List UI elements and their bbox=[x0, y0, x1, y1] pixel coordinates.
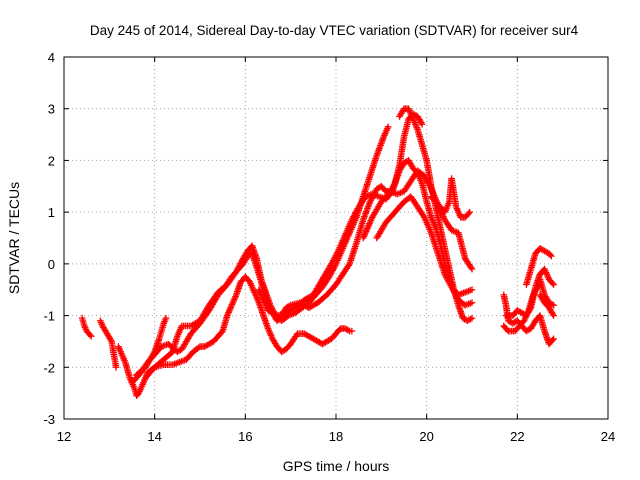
series-arc-15 bbox=[523, 245, 555, 288]
y-tick-label: 1 bbox=[48, 205, 55, 220]
y-axis-label: SDTVAR / TECUs bbox=[6, 182, 22, 294]
series-arc-5 bbox=[128, 157, 476, 387]
data-point bbox=[86, 331, 94, 339]
data-point bbox=[466, 208, 474, 216]
x-tick-label: 12 bbox=[57, 429, 71, 444]
axis-ticks bbox=[63, 56, 609, 420]
y-tick-label: -3 bbox=[43, 412, 55, 427]
data-point bbox=[550, 312, 557, 319]
series-arc-14 bbox=[500, 276, 557, 335]
data-point bbox=[549, 279, 556, 287]
data-point bbox=[384, 123, 392, 131]
x-tick-label: 16 bbox=[238, 429, 252, 444]
x-tick-label: 14 bbox=[147, 429, 161, 444]
x-tick-label: 20 bbox=[419, 429, 433, 444]
y-tick-label: 3 bbox=[48, 102, 55, 117]
y-tick-label: -2 bbox=[43, 360, 55, 375]
data-point bbox=[467, 315, 474, 323]
y-tick-label: 2 bbox=[48, 153, 55, 168]
data-point bbox=[195, 344, 202, 351]
data-point bbox=[549, 336, 556, 344]
data-point bbox=[467, 264, 475, 271]
data-point bbox=[162, 314, 170, 322]
data-point bbox=[550, 301, 557, 309]
series-arc-16 bbox=[536, 291, 557, 319]
data-point bbox=[468, 265, 476, 273]
series-arc-2 bbox=[96, 317, 120, 371]
data-point bbox=[550, 335, 557, 343]
chart-title: Day 245 of 2014, Sidereal Day-to-day VTE… bbox=[90, 23, 579, 38]
data-point bbox=[546, 251, 554, 259]
data-point bbox=[348, 327, 356, 335]
series-arc-1 bbox=[78, 314, 95, 340]
x-tick-label: 18 bbox=[329, 429, 343, 444]
y-tick-label: 0 bbox=[48, 257, 55, 272]
x-axis-label: GPS time / hours bbox=[283, 458, 390, 474]
data-markers bbox=[78, 105, 557, 400]
x-tick-label: 22 bbox=[510, 429, 524, 444]
data-point bbox=[87, 332, 95, 340]
data-point bbox=[548, 252, 555, 260]
data-point bbox=[465, 210, 472, 217]
data-point bbox=[344, 326, 352, 334]
data-point bbox=[418, 120, 426, 128]
x-tick-label: 24 bbox=[601, 429, 615, 444]
data-point bbox=[468, 286, 476, 294]
y-tick-label: 4 bbox=[48, 50, 55, 65]
data-point bbox=[468, 314, 476, 322]
y-tick-label: -1 bbox=[43, 309, 55, 324]
data-point bbox=[548, 301, 556, 308]
data-point bbox=[112, 363, 120, 371]
data-point bbox=[345, 262, 352, 269]
data-point bbox=[550, 281, 557, 288]
series-arc-11 bbox=[427, 175, 474, 221]
series-arc-10 bbox=[373, 193, 476, 309]
data-point bbox=[468, 299, 476, 306]
